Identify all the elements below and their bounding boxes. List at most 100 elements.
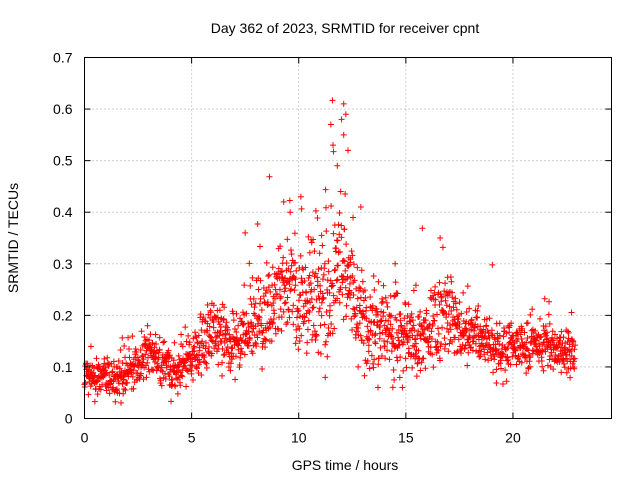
data-point (130, 385, 137, 392)
data-point (524, 334, 531, 341)
data-point (449, 294, 456, 301)
data-point (475, 336, 482, 343)
data-point (356, 302, 363, 309)
data-point (379, 295, 386, 302)
data-point (223, 337, 230, 344)
data-point (331, 325, 338, 332)
data-point (295, 307, 302, 314)
data-point (246, 334, 253, 341)
data-point (336, 231, 343, 238)
data-point (119, 334, 126, 341)
data-point (463, 309, 470, 316)
data-point (441, 288, 448, 295)
data-point (159, 351, 166, 358)
data-point (263, 287, 270, 294)
data-point (287, 209, 294, 216)
data-point (330, 292, 337, 299)
data-point (305, 307, 312, 314)
data-point (143, 374, 150, 381)
data-point (336, 299, 343, 306)
data-point (103, 387, 110, 394)
data-point (162, 376, 169, 382)
data-point (112, 398, 119, 405)
data-point (104, 354, 111, 361)
data-point (383, 299, 390, 306)
data-point (568, 347, 575, 354)
data-point (544, 344, 551, 351)
data-point (527, 363, 534, 370)
data-point (420, 331, 427, 338)
data-point (389, 325, 396, 332)
data-point (207, 309, 214, 316)
data-point (277, 295, 284, 302)
data-point (288, 262, 295, 269)
data-point (214, 314, 221, 321)
data-point (246, 260, 253, 267)
axis-ticks (84, 57, 612, 419)
data-point (96, 364, 103, 371)
data-point (160, 339, 167, 346)
data-point (492, 345, 499, 352)
data-point (152, 350, 159, 357)
data-point (121, 343, 128, 350)
data-point (118, 399, 125, 406)
data-point (161, 338, 168, 345)
data-point (360, 311, 367, 318)
data-point (483, 336, 490, 343)
y-tick-labels: 0 0.1 0.2 0.3 0.4 0.5 0.6 0.7 (53, 50, 73, 427)
data-point (310, 236, 317, 243)
data-point (379, 329, 386, 336)
data-point (282, 285, 289, 292)
data-point (547, 353, 554, 360)
data-point (420, 355, 427, 362)
data-point (262, 290, 269, 297)
data-point (278, 327, 285, 334)
data-point (279, 268, 286, 275)
data-point (381, 322, 388, 329)
y-tick-label: 0.5 (53, 153, 73, 169)
data-point (206, 323, 213, 330)
data-point (390, 367, 397, 374)
data-point (256, 300, 263, 307)
data-point (156, 346, 163, 353)
data-point (343, 302, 350, 309)
data-point (343, 241, 350, 248)
data-point (380, 282, 387, 289)
data-point (269, 319, 276, 326)
data-point (207, 307, 214, 314)
data-point (296, 325, 303, 332)
data-point (311, 286, 318, 293)
data-point (389, 384, 396, 391)
data-point (219, 359, 226, 366)
data-point (310, 322, 317, 329)
data-point (460, 289, 467, 296)
data-point (295, 346, 302, 353)
data-point (257, 277, 264, 284)
data-point (394, 290, 401, 297)
data-point (237, 354, 244, 361)
data-point (286, 314, 293, 321)
data-point (521, 329, 528, 336)
data-point (403, 320, 410, 327)
data-point (355, 325, 362, 332)
y-tick-label: 0 (65, 411, 73, 427)
data-point (245, 320, 252, 327)
data-point (223, 319, 230, 326)
data-point (317, 350, 324, 357)
data-point (356, 284, 363, 291)
data-point (316, 305, 323, 312)
data-point (567, 374, 574, 381)
data-point (454, 348, 461, 355)
data-point (325, 325, 332, 332)
data-point (280, 198, 287, 205)
data-point (338, 234, 345, 241)
data-point (404, 312, 411, 319)
data-point (204, 327, 211, 334)
data-point (392, 260, 399, 267)
x-tick-label: 0 (81, 430, 89, 446)
data-point (392, 279, 399, 286)
data-point (549, 328, 556, 335)
data-point (436, 301, 443, 308)
data-point (540, 339, 547, 346)
data-point (158, 382, 165, 389)
